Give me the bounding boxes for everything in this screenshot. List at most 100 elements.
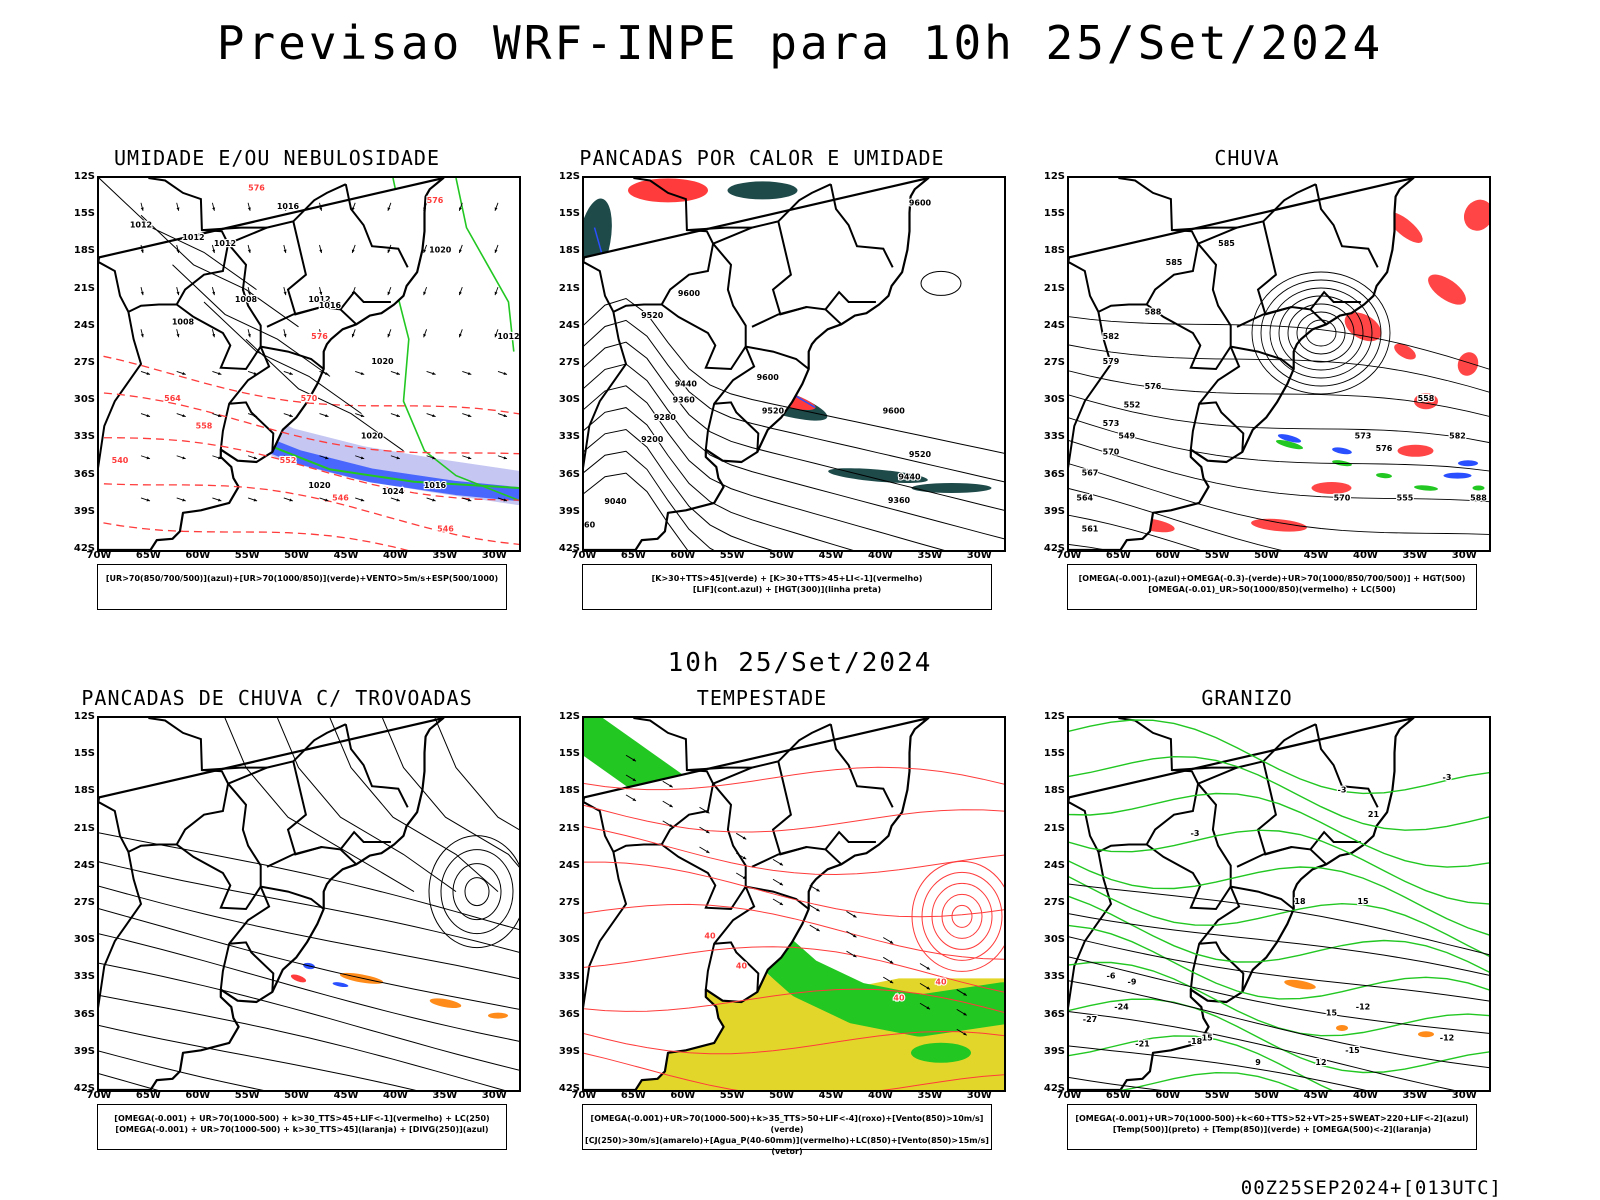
streamline-black: [99, 962, 519, 1071]
temp-850-green-contour: [1069, 755, 1489, 831]
streamline-black: [1069, 316, 1489, 370]
state-border: [1197, 723, 1317, 785]
state-border: [219, 886, 271, 990]
wind-vector-head: [467, 498, 472, 502]
wind-vector-head: [779, 862, 783, 866]
isobar-black: [99, 178, 257, 291]
state-border: [612, 178, 715, 313]
wind-vector-head: [387, 249, 391, 253]
latitude-tick-label: 39S: [73, 1045, 95, 1057]
contour-label: 40: [893, 994, 905, 1003]
state-border: [745, 885, 810, 910]
isobar-black: [245, 338, 404, 452]
state-border: [227, 783, 262, 887]
contour-label: 1020: [308, 481, 331, 490]
wind-vector-head: [632, 758, 636, 762]
latitude-tick-label: 30S: [73, 934, 95, 946]
state-border: [686, 766, 752, 772]
streamline-black: [1069, 514, 1201, 550]
streamline-black: [464, 877, 490, 907]
streamline-black: [1278, 295, 1364, 371]
latitude-tick-label: 18S: [1043, 245, 1065, 257]
state-border: [714, 941, 760, 993]
wind-vector-head: [494, 249, 498, 253]
temp-500-black-contour: [1069, 956, 1489, 1034]
rain-red-area: [1463, 199, 1489, 231]
state-border: [99, 851, 143, 1009]
wind-vector-head: [325, 498, 329, 502]
wind-vector-head: [182, 371, 186, 375]
state-border: [1069, 261, 1100, 313]
longitude-tick-label: 60W: [1155, 1090, 1181, 1101]
state-border: [227, 243, 262, 347]
longitude-tick-label: 55W: [719, 1090, 745, 1101]
longitude-tick-label: 30W: [966, 550, 992, 561]
wind-vector-head: [423, 207, 427, 211]
state-border: [99, 801, 130, 853]
streamline-black: [382, 718, 519, 868]
temp-500-black-contour: [1069, 883, 1489, 956]
longitude-tick-label: 65W: [620, 1090, 646, 1101]
wind-vector-head: [253, 498, 258, 502]
contour-label: 573: [1355, 431, 1372, 440]
longitude-tick-label: 65W: [135, 550, 161, 561]
map-frame: 1016 1012 1012 1012 1008 1008 1012 1016 1020 1020…: [97, 176, 521, 552]
legend-box: [OMEGA(-0.001)+UR>70(1000-500)+k>35_TTS>…: [582, 1104, 992, 1156]
longitude-tick-label: 45W: [818, 550, 844, 561]
wind-vector-head: [289, 414, 293, 418]
wind-vector-head: [458, 333, 462, 338]
wind-vector-head: [319, 249, 323, 253]
streamline-red: [584, 804, 1004, 833]
wind-vector-head: [176, 333, 180, 338]
geopotential-300-contour: [584, 428, 773, 550]
state-border: [1309, 830, 1361, 851]
longitude-tick-label: 55W: [234, 550, 260, 561]
longitude-tick-label: 60W: [185, 1090, 211, 1101]
state-border: [260, 885, 325, 910]
contour-label: 567: [1082, 469, 1099, 478]
state-border: [176, 303, 262, 371]
latitude-tick-label: 42S: [73, 543, 95, 554]
latitude-tick-label: 42S: [558, 1083, 580, 1094]
state-border: [661, 303, 747, 371]
state-border: [824, 290, 876, 311]
state-border: [704, 886, 756, 990]
latitude-tick-label: 36S: [1043, 1008, 1065, 1020]
latitude-tick-label: 33S: [558, 971, 580, 983]
longitude-tick-label: 50W: [769, 1090, 795, 1101]
wind-vector-head: [182, 414, 186, 418]
south-america-coastline: [584, 178, 930, 550]
contour-label: 9280: [654, 413, 677, 422]
omega-green-area: [1414, 485, 1438, 491]
panel-tempestade: TEMPESTADE 40 40 40 40 12S 15S 18S 21S 24S 27S 30S 3…: [512, 686, 1012, 1156]
wind-vector-head: [779, 902, 783, 906]
wind-vector-head: [396, 456, 400, 460]
latitude-tick-label: 42S: [1043, 543, 1065, 554]
contour-label: -18: [1188, 1037, 1203, 1046]
latitude-tick-label: 18S: [73, 245, 95, 257]
legend-line: [OMEGA(-0.01)_UR>50(1000/850)(vermelho) …: [1148, 585, 1396, 594]
wind-vector-head: [706, 850, 710, 853]
temp-500-black-contour: [1069, 1011, 1455, 1090]
contour-label: 540: [112, 456, 129, 465]
wind-vector-head: [853, 954, 857, 958]
geopotential-300-contour: [584, 341, 1004, 511]
latitude-tick-label: 12S: [1043, 711, 1065, 722]
latitude-tick-label: 12S: [558, 171, 580, 182]
wind-vector-head: [283, 333, 287, 338]
wind-vector-head: [706, 830, 710, 834]
state-border: [1097, 178, 1200, 313]
streamline-black: [1069, 488, 1283, 550]
contour-label: -3: [1443, 773, 1452, 782]
south-america-coastline: [99, 178, 445, 550]
contour-label: 40: [935, 978, 947, 987]
longitude-tick-label: 45W: [1303, 1090, 1329, 1101]
longitude-tick-label: 35W: [432, 1090, 458, 1101]
wind-vector-head: [423, 291, 427, 296]
latitude-tick-label: 15S: [73, 748, 95, 760]
latitude-tick-label: 21S: [1043, 282, 1065, 294]
streamline-red: [584, 1052, 1004, 1090]
streamline-black: [99, 1050, 264, 1090]
streamline-red: [931, 882, 993, 950]
temp-500-black-contour: [1069, 1076, 1163, 1090]
